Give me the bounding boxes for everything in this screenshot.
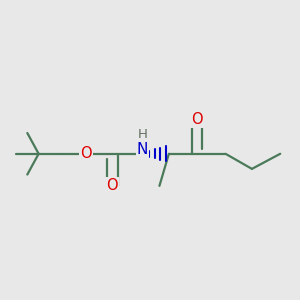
Text: O: O <box>106 178 118 194</box>
Text: N: N <box>137 142 148 158</box>
Text: O: O <box>191 112 203 127</box>
Text: O: O <box>80 146 92 161</box>
Text: H: H <box>137 128 147 141</box>
